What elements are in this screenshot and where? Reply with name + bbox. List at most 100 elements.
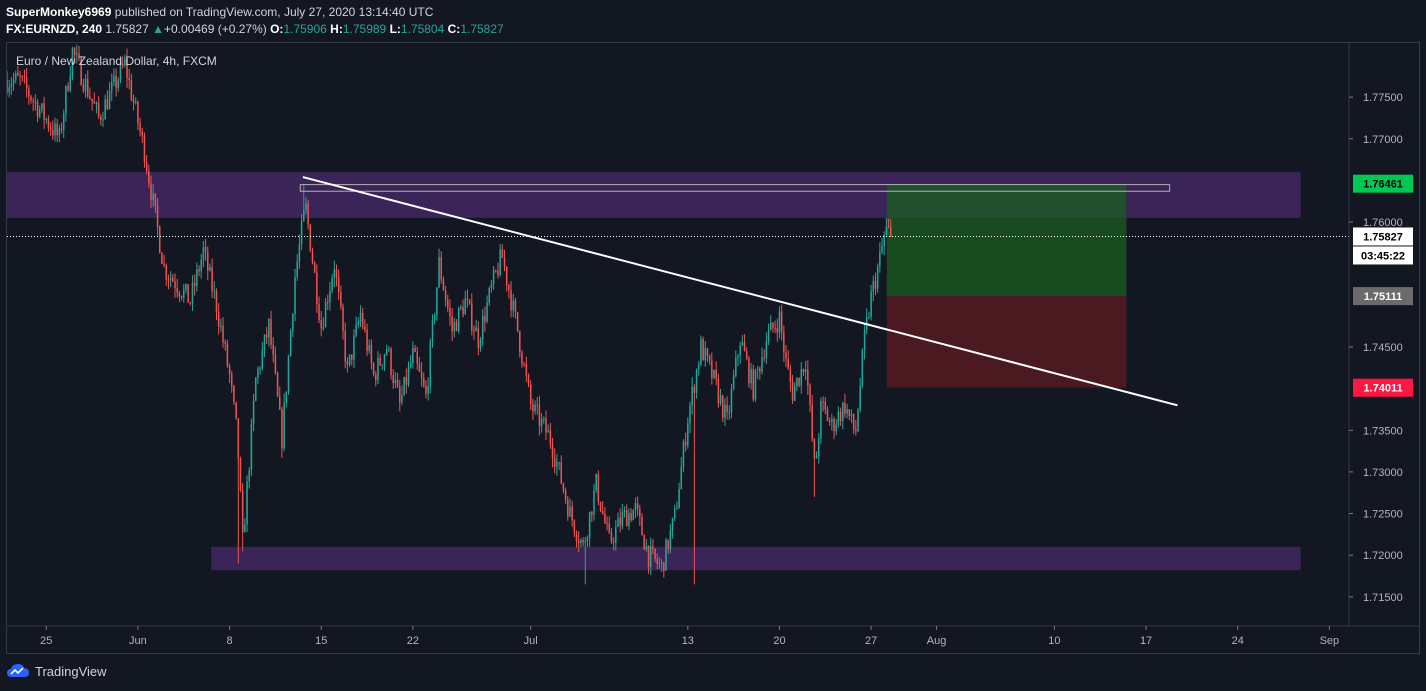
candle-body [233, 385, 235, 403]
candle-body [14, 73, 17, 80]
candle-body [844, 402, 846, 414]
candle-body [608, 523, 611, 533]
candle-body [272, 344, 274, 356]
candle-body [176, 288, 178, 293]
chart-legend: Euro / New Zealand Dollar, 4h, FXCM [16, 54, 217, 68]
tradingview-logo[interactable]: TradingView [6, 663, 107, 679]
price-chart[interactable]: 1.77500 1.77000 1.76000 1.74500 1.73500 1.730… [0, 0, 1426, 654]
candle-body [196, 269, 198, 287]
candle-body [719, 395, 722, 404]
candle-body [209, 267, 211, 271]
candle-body [217, 312, 220, 327]
candle-body [800, 369, 803, 386]
candle-body [45, 118, 48, 120]
candle-body [379, 357, 381, 366]
candle-body [76, 53, 78, 55]
candle-body [327, 302, 329, 304]
candle-body [259, 368, 261, 370]
candle-body [837, 411, 840, 425]
candle-body [523, 364, 525, 366]
candle-body [791, 382, 794, 401]
candle-body [281, 409, 283, 449]
candle-body [381, 364, 384, 366]
candle-body [407, 366, 410, 385]
candle-body [586, 537, 589, 541]
candle-body [667, 539, 669, 550]
candle-body [106, 99, 109, 109]
candle-body [601, 510, 604, 514]
candle-body [759, 368, 761, 372]
candle-body [660, 562, 663, 564]
candle-body [789, 368, 792, 383]
candle-body [30, 96, 32, 101]
candle-body [846, 409, 848, 414]
candle-body [289, 330, 292, 357]
y-tick-label: 1.73000 [1363, 467, 1403, 479]
candle-body [213, 290, 216, 292]
candle-body [113, 75, 115, 82]
candle-body [848, 409, 851, 416]
candles [7, 44, 892, 585]
candle-body [595, 474, 597, 491]
candle-body [110, 81, 113, 92]
candle-body [244, 524, 246, 533]
candle-body [756, 368, 759, 370]
candle-body [783, 332, 785, 353]
candle-body [560, 462, 563, 484]
candle-body [828, 420, 831, 422]
candle-body [270, 319, 272, 345]
candle-body [438, 257, 440, 288]
candle-body [628, 513, 630, 527]
candle-body [553, 457, 556, 467]
candle-body [754, 369, 757, 400]
candle-body [390, 348, 392, 376]
candle-body [396, 379, 399, 388]
candle-body [497, 271, 499, 276]
high-value: 1.75989 [342, 22, 387, 36]
candle-body [519, 331, 521, 353]
candle-body [796, 377, 798, 387]
candle-body [612, 541, 615, 543]
candle-body [850, 413, 853, 416]
candle-body [577, 540, 580, 544]
candle-body [158, 226, 161, 253]
candle-body [569, 506, 571, 517]
candle-body [257, 368, 259, 379]
candle-body [241, 490, 244, 533]
candle-body [268, 319, 270, 338]
candle-body [761, 357, 763, 372]
candle-body [320, 320, 322, 329]
candle-body [852, 413, 855, 430]
current-price-tag: 1.75827 [1363, 231, 1403, 243]
candle-body [778, 311, 781, 333]
candle-body [346, 361, 349, 365]
candle-body [60, 128, 63, 131]
candle-body [283, 402, 285, 449]
candle-body [776, 328, 779, 333]
author-name[interactable]: SuperMonkey6969 [6, 5, 112, 19]
candle-body [174, 281, 176, 289]
candle-body [804, 369, 807, 372]
candle-body [521, 352, 523, 365]
candle-body [235, 402, 237, 419]
candle-body [809, 385, 811, 405]
candle-body [543, 418, 545, 420]
plot-area [7, 44, 1301, 585]
candle-body [815, 456, 818, 459]
candle-body [399, 387, 401, 403]
candle-body [724, 404, 726, 418]
candle-body [656, 558, 659, 565]
price-change: +0.00469 (+0.27%) [164, 22, 267, 36]
candle-body [211, 267, 213, 291]
candle-body [185, 284, 187, 290]
candle-body [224, 342, 226, 344]
candle-body [750, 368, 752, 384]
chart-header: SuperMonkey6969 published on TradingView… [0, 0, 1426, 42]
candle-body [477, 327, 480, 348]
x-tick-label: 8 [227, 635, 233, 647]
candle-body [7, 80, 8, 93]
candle-body [141, 131, 144, 136]
candle-body [187, 284, 189, 303]
candle-body [377, 357, 379, 381]
candle-body [793, 386, 796, 401]
